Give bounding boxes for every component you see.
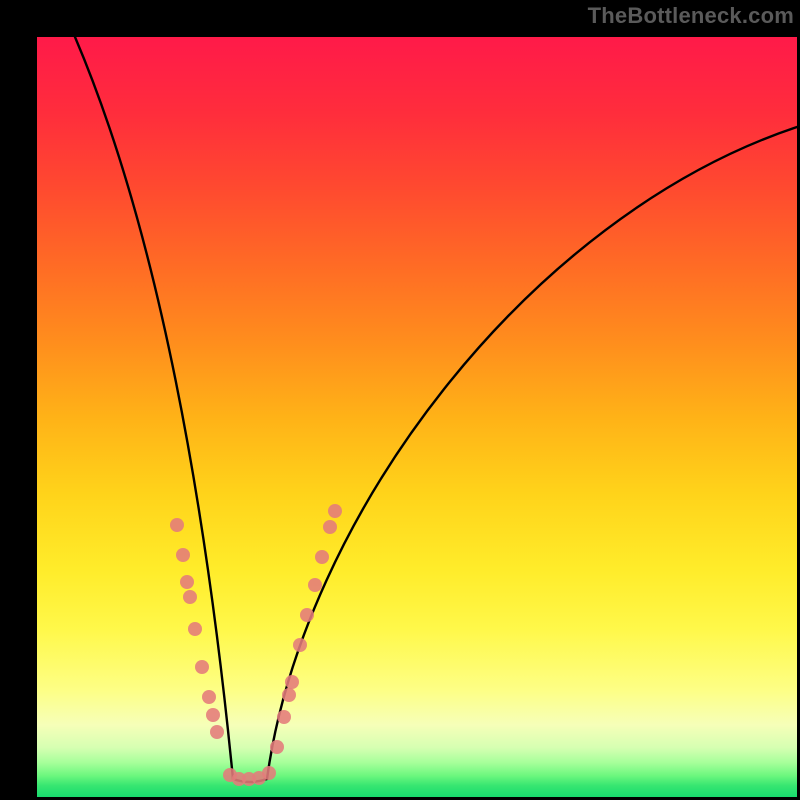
plot-area [37,37,797,797]
watermark-text: TheBottleneck.com [588,3,794,29]
data-marker [277,710,291,724]
data-marker [206,708,220,722]
data-marker [270,740,284,754]
data-marker [282,688,296,702]
data-marker [285,675,299,689]
data-marker [188,622,202,636]
data-marker [210,725,224,739]
data-marker [195,660,209,674]
plot-svg [37,37,797,797]
data-marker [202,690,216,704]
data-marker [183,590,197,604]
chart-frame: TheBottleneck.com [0,0,800,800]
data-marker [180,575,194,589]
gradient-background [37,37,797,797]
data-marker [262,766,276,780]
data-marker [300,608,314,622]
data-marker [323,520,337,534]
data-marker [308,578,322,592]
data-marker [315,550,329,564]
data-marker [176,548,190,562]
data-marker [293,638,307,652]
data-marker [328,504,342,518]
data-marker [170,518,184,532]
